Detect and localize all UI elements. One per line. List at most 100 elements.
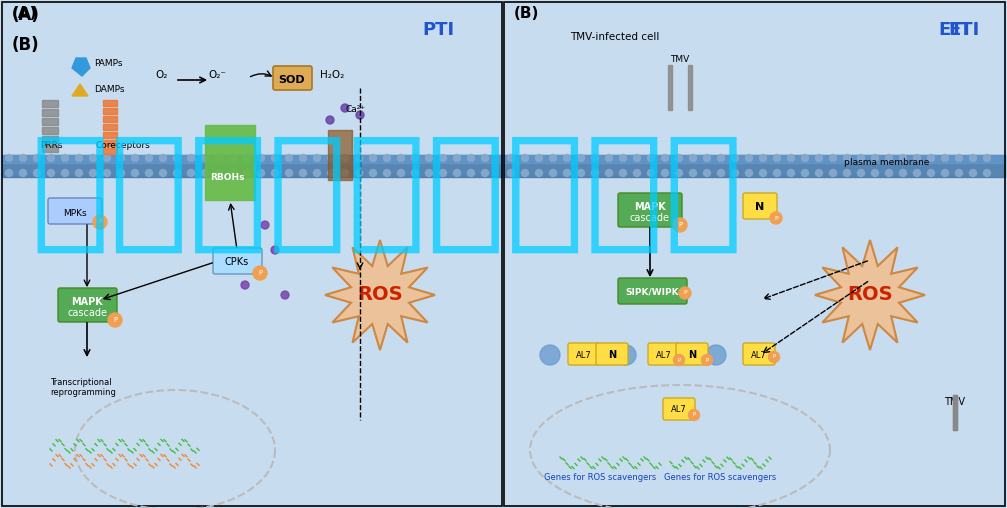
Circle shape [384,154,391,162]
Circle shape [272,154,279,162]
Bar [103,132,117,138]
Text: P: P [113,317,117,323]
Circle shape [145,154,152,162]
Text: TMV: TMV [671,55,690,64]
Bar [504,155,1005,163]
Circle shape [173,170,180,176]
Bar [953,395,957,430]
Circle shape [341,154,348,162]
Circle shape [942,154,949,162]
Circle shape [802,154,809,162]
Circle shape [244,170,251,176]
Circle shape [718,154,724,162]
Text: (B): (B) [12,36,39,54]
Bar [2,155,502,163]
Circle shape [564,154,571,162]
Circle shape [970,170,977,176]
Circle shape [673,218,687,232]
Circle shape [412,170,419,176]
Circle shape [702,355,713,365]
Circle shape [662,154,669,162]
Circle shape [984,170,991,176]
Text: N: N [755,202,764,212]
Circle shape [745,170,752,176]
Circle shape [47,170,54,176]
Circle shape [577,154,584,162]
Bar [42,145,58,152]
Text: P: P [693,412,696,418]
Text: Ca²⁺: Ca²⁺ [345,105,366,114]
Text: P: P [98,219,102,225]
Circle shape [398,154,405,162]
Circle shape [355,154,363,162]
Circle shape [76,170,83,176]
Circle shape [731,154,738,162]
Circle shape [536,170,543,176]
Circle shape [230,170,237,176]
Circle shape [899,154,906,162]
Circle shape [19,154,26,162]
Circle shape [118,170,125,176]
Circle shape [773,170,780,176]
Circle shape [619,170,626,176]
Circle shape [536,154,543,162]
Circle shape [356,111,364,119]
Bar [688,65,692,110]
Circle shape [522,170,529,176]
FancyBboxPatch shape [58,288,117,322]
Text: N: N [608,350,616,360]
Circle shape [690,154,697,162]
Circle shape [341,104,349,112]
Circle shape [522,154,529,162]
Circle shape [187,154,194,162]
Circle shape [93,215,107,229]
Bar [42,118,58,125]
Circle shape [816,154,823,162]
Text: P: P [678,222,682,228]
Circle shape [787,170,795,176]
Circle shape [281,291,289,299]
Text: TMV-infected cell: TMV-infected cell [570,32,660,42]
Polygon shape [815,240,925,350]
Circle shape [690,170,697,176]
Circle shape [844,170,851,176]
FancyBboxPatch shape [48,198,102,224]
Bar [42,136,58,143]
Text: AL7: AL7 [576,351,592,360]
Circle shape [132,170,139,176]
Circle shape [370,154,377,162]
FancyBboxPatch shape [743,193,777,219]
Circle shape [187,170,194,176]
Circle shape [770,212,782,224]
Circle shape [33,170,40,176]
Circle shape [104,154,111,162]
Circle shape [591,154,598,162]
Text: P: P [772,355,775,360]
Circle shape [899,170,906,176]
FancyBboxPatch shape [618,278,687,304]
Circle shape [662,170,669,176]
Circle shape [676,170,683,176]
Circle shape [258,170,265,176]
Circle shape [704,154,711,162]
Text: ROS: ROS [357,285,403,304]
Circle shape [201,170,208,176]
Circle shape [802,170,809,176]
Circle shape [830,170,837,176]
Circle shape [577,170,584,176]
Circle shape [871,170,878,176]
Text: cascade: cascade [630,213,670,223]
Text: MAPK: MAPK [71,297,103,307]
Text: P: P [683,291,687,296]
Circle shape [261,221,269,229]
Text: AL7: AL7 [657,351,672,360]
Circle shape [370,170,377,176]
Circle shape [453,154,460,162]
Text: (A): (A) [12,6,37,21]
Polygon shape [71,84,88,96]
Circle shape [633,170,640,176]
Text: SIPK/WIPK: SIPK/WIPK [625,288,679,297]
Circle shape [718,170,724,176]
Circle shape [384,170,391,176]
FancyBboxPatch shape [273,66,312,90]
